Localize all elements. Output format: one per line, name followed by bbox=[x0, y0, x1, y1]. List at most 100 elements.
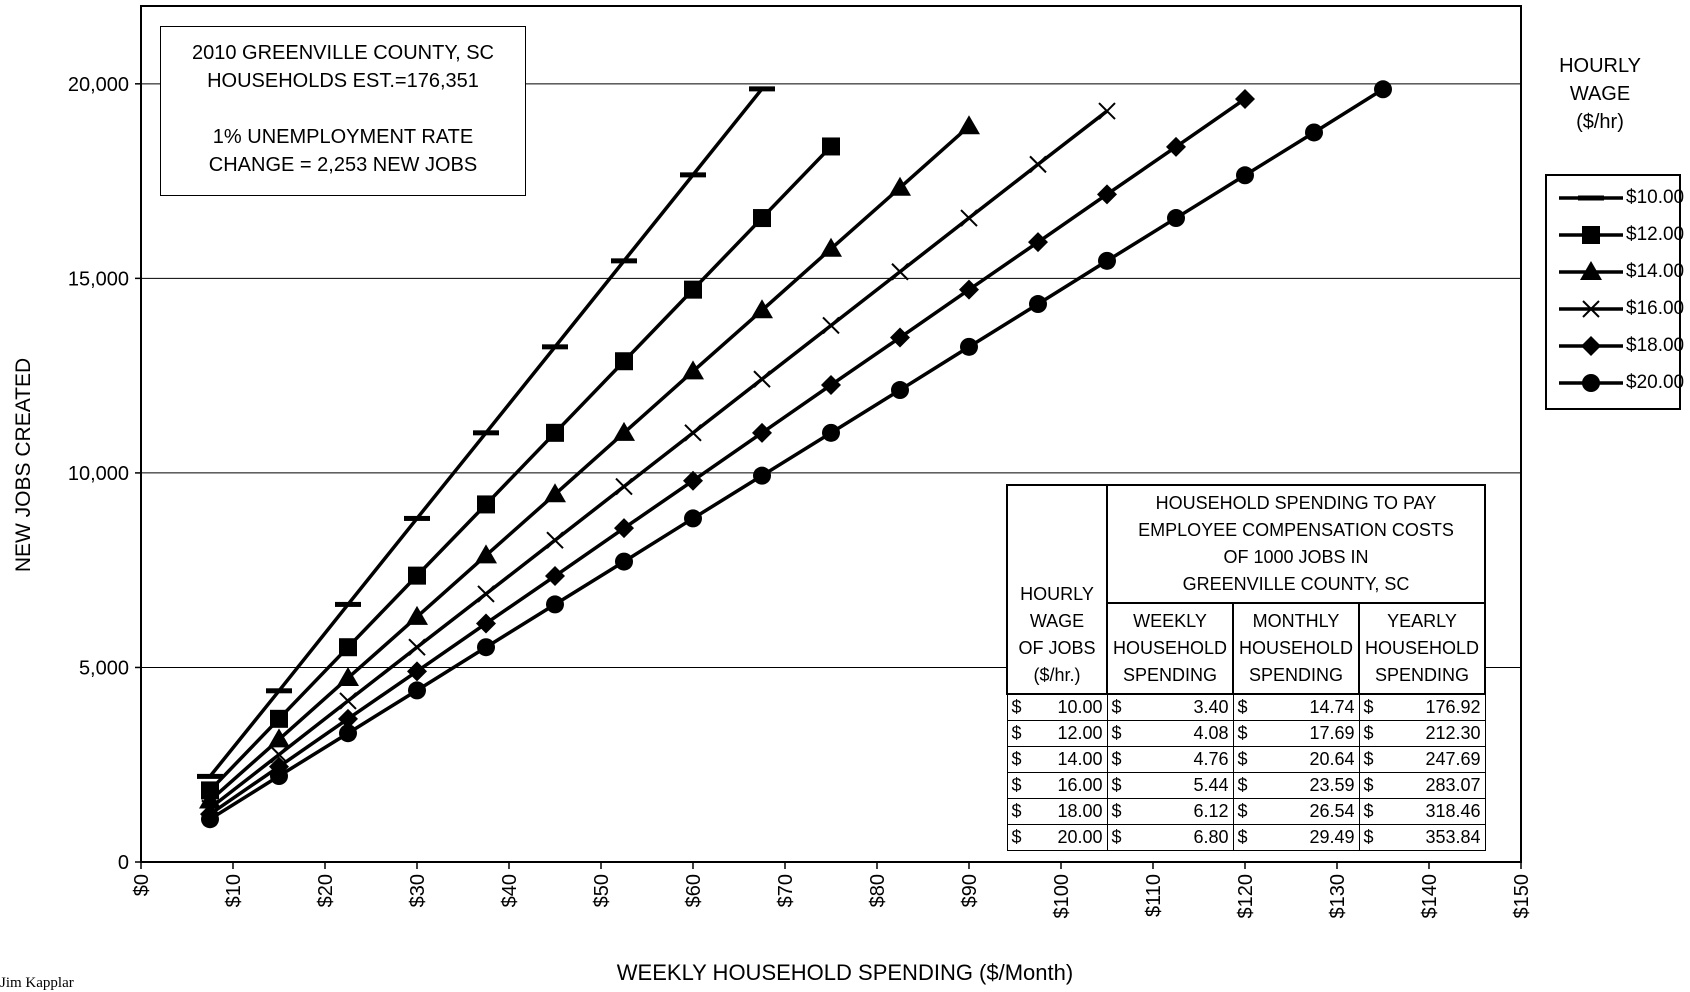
table-cell-wage: $16.00 bbox=[1007, 773, 1107, 799]
cell-value: 5.44 bbox=[1193, 775, 1228, 796]
currency-sign: $ bbox=[1238, 749, 1248, 770]
circle-marker bbox=[1167, 209, 1185, 227]
currency-sign: $ bbox=[1012, 775, 1022, 796]
currency-sign: $ bbox=[1012, 749, 1022, 770]
diamond-marker bbox=[1097, 184, 1117, 204]
currency-sign: $ bbox=[1112, 697, 1122, 718]
table-cell-yearly: $176.92 bbox=[1359, 694, 1485, 721]
legend-label: $14.00 bbox=[1626, 261, 1684, 283]
triangle-marker bbox=[958, 115, 980, 134]
diamond-marker bbox=[821, 375, 841, 395]
currency-sign: $ bbox=[1364, 827, 1374, 848]
dash-marker bbox=[749, 86, 775, 91]
legend-label: $18.00 bbox=[1626, 335, 1684, 357]
cell-value: 247.69 bbox=[1425, 749, 1480, 770]
legend-item: $14.00 bbox=[1557, 258, 1677, 286]
currency-sign: $ bbox=[1364, 775, 1374, 796]
x-marker bbox=[961, 210, 977, 226]
table-col2-header: MONTHLY HOUSEHOLD SPENDING bbox=[1233, 603, 1359, 694]
cell-value: 23.59 bbox=[1309, 775, 1354, 796]
currency-sign: $ bbox=[1012, 723, 1022, 744]
table-cell-wage: $20.00 bbox=[1007, 825, 1107, 851]
legend-item: $18.00 bbox=[1557, 332, 1677, 360]
x-marker bbox=[547, 532, 563, 548]
circle-marker bbox=[1374, 80, 1392, 98]
legend-label: $12.00 bbox=[1626, 224, 1684, 246]
spending-table: HOURLY WAGE OF JOBS ($/hr.) HOUSEHOLD SP… bbox=[1006, 484, 1486, 851]
table-cell-yearly: $318.46 bbox=[1359, 799, 1485, 825]
table-row: $16.00 $5.44 $23.59 $283.07 bbox=[1007, 773, 1485, 799]
table-title-4: GREENVILLE COUNTY, SC bbox=[1112, 571, 1480, 598]
circle-marker bbox=[891, 381, 909, 399]
diamond-marker bbox=[476, 613, 496, 633]
col2-h1: MONTHLY bbox=[1238, 608, 1354, 635]
table-title-3: OF 1000 JOBS IN bbox=[1112, 544, 1480, 571]
dash-marker bbox=[473, 430, 499, 435]
table-cell-weekly: $5.44 bbox=[1107, 773, 1233, 799]
diamond-marker bbox=[959, 280, 979, 300]
legend-item: $16.00 bbox=[1557, 295, 1677, 323]
x-tick-label: $90 bbox=[959, 874, 981, 907]
cell-value: 26.54 bbox=[1309, 801, 1354, 822]
square-marker bbox=[477, 495, 495, 513]
x-tick-label: $100 bbox=[1051, 874, 1073, 919]
info-line-4: CHANGE = 2,253 NEW JOBS bbox=[161, 151, 525, 179]
table-cell-monthly: $23.59 bbox=[1233, 773, 1359, 799]
table-cell-wage: $12.00 bbox=[1007, 721, 1107, 747]
circle-marker bbox=[615, 553, 633, 571]
circle-marker bbox=[408, 681, 426, 699]
info-box: 2010 GREENVILLE COUNTY, SC HOUSEHOLDS ES… bbox=[160, 26, 526, 196]
currency-sign: $ bbox=[1238, 801, 1248, 822]
currency-sign: $ bbox=[1364, 697, 1374, 718]
cell-value: 176.92 bbox=[1425, 697, 1480, 718]
square-marker bbox=[546, 424, 564, 442]
dash-marker bbox=[266, 688, 292, 693]
table-col3-header: YEARLY HOUSEHOLD SPENDING bbox=[1359, 603, 1485, 694]
diamond-marker bbox=[890, 328, 910, 348]
cell-value: 12.00 bbox=[1057, 723, 1102, 744]
currency-sign: $ bbox=[1238, 697, 1248, 718]
currency-sign: $ bbox=[1112, 801, 1122, 822]
circle-marker bbox=[753, 467, 771, 485]
legend-item: $10.00 bbox=[1557, 184, 1677, 212]
series-line bbox=[210, 146, 831, 790]
square-marker bbox=[753, 209, 771, 227]
diamond-marker bbox=[1581, 336, 1601, 356]
circle-marker bbox=[477, 638, 495, 656]
x-tick-label: $40 bbox=[499, 874, 521, 907]
table-title-2: EMPLOYEE COMPENSATION COSTS bbox=[1112, 517, 1480, 544]
circle-marker bbox=[546, 595, 564, 613]
legend-item: $20.00 bbox=[1557, 369, 1677, 397]
y-tick-label: 0 bbox=[118, 852, 129, 874]
cell-value: 16.00 bbox=[1057, 775, 1102, 796]
x-tick-label: $150 bbox=[1511, 874, 1533, 919]
currency-sign: $ bbox=[1112, 749, 1122, 770]
table-row: $18.00 $6.12 $26.54 $318.46 bbox=[1007, 799, 1485, 825]
info-line-2: HOUSEHOLDS EST.=176,351 bbox=[161, 67, 525, 95]
cell-value: 14.74 bbox=[1309, 697, 1354, 718]
table-cell-weekly: $4.08 bbox=[1107, 721, 1233, 747]
y-tick-label: 10,000 bbox=[68, 463, 129, 485]
cell-value: 6.80 bbox=[1193, 827, 1228, 848]
circle-marker bbox=[960, 338, 978, 356]
legend-title: HOURLY WAGE ($/hr) bbox=[1545, 52, 1655, 136]
table-cell-wage: $10.00 bbox=[1007, 694, 1107, 721]
legend-label: $20.00 bbox=[1626, 372, 1684, 394]
cell-value: 3.40 bbox=[1193, 697, 1228, 718]
square-marker bbox=[1582, 226, 1600, 244]
table-cell-yearly: $283.07 bbox=[1359, 773, 1485, 799]
circle-marker bbox=[822, 424, 840, 442]
col3-h2: HOUSEHOLD bbox=[1364, 635, 1480, 662]
diamond-marker bbox=[1028, 232, 1048, 252]
table-row: $14.00 $4.76 $20.64 $247.69 bbox=[1007, 747, 1485, 773]
square-marker bbox=[270, 710, 288, 728]
table-cell-yearly: $247.69 bbox=[1359, 747, 1485, 773]
dash-marker bbox=[197, 774, 223, 779]
diamond-marker bbox=[407, 661, 427, 681]
cell-value: 212.30 bbox=[1425, 723, 1480, 744]
col2-h2: HOUSEHOLD bbox=[1238, 635, 1354, 662]
x-tick-label: $80 bbox=[867, 874, 889, 907]
table-body: $10.00 $3.40 $14.74 $176.92 $12.00 $4.08 $17.6… bbox=[1007, 694, 1485, 851]
currency-sign: $ bbox=[1364, 801, 1374, 822]
table-cell-monthly: $17.69 bbox=[1233, 721, 1359, 747]
